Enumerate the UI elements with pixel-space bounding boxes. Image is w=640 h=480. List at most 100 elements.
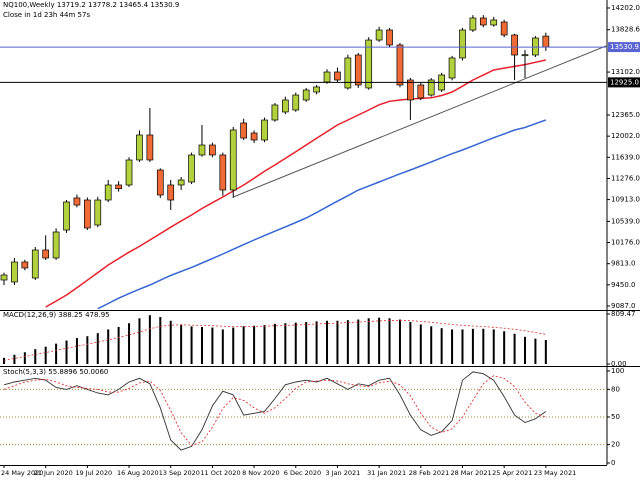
y-tick-label: 12365.0 <box>611 111 640 119</box>
candle-body <box>386 29 393 46</box>
x-tick-label: 11 Oct 2020 <box>200 469 240 477</box>
candle-body <box>31 249 39 279</box>
candle-body <box>177 179 185 186</box>
histogram-bar <box>44 346 47 365</box>
histogram-bar <box>242 326 245 365</box>
candle-body <box>73 197 81 206</box>
candle-body <box>344 57 352 89</box>
x-tick-label: 31 Jan 2021 <box>367 469 406 477</box>
candle-body <box>21 261 29 269</box>
price-tag-label: 12925.0 <box>610 78 639 86</box>
y-tick-label: 14202.0 <box>611 4 640 12</box>
candle-body <box>281 99 289 113</box>
candle-body <box>542 35 550 48</box>
histogram-bar <box>294 322 297 365</box>
candle-body <box>479 17 487 26</box>
candle-body <box>417 84 425 99</box>
x-tick-label: 21 Jun 2020 <box>34 469 73 477</box>
x-tick-label: 6 Dec 2020 <box>284 469 321 477</box>
histogram-bar <box>128 323 131 365</box>
y-tick-label: 50 <box>611 413 620 421</box>
candle-body <box>396 44 404 86</box>
candle-body <box>469 17 477 31</box>
histogram-bar <box>451 329 454 365</box>
signal-line <box>3 319 546 361</box>
histogram-bar <box>430 326 433 365</box>
histogram-bar <box>357 319 360 365</box>
candle-body <box>365 39 373 89</box>
candle-body <box>115 184 122 190</box>
histogram-bar <box>544 340 547 365</box>
candle-body <box>94 199 102 226</box>
x-tick-label: 8 Nov 2020 <box>242 469 280 477</box>
histogram-bar <box>75 338 78 365</box>
x-tick-label: 24 May 2020 <box>1 469 43 477</box>
x-tick-label: 28 Mar 2021 <box>450 469 491 477</box>
y-tick-label: 13102.0 <box>611 68 640 76</box>
candle-body <box>198 144 206 156</box>
y-tick-label: 10913.0 <box>611 196 640 204</box>
candle-body <box>511 34 518 56</box>
candle-body <box>11 261 18 283</box>
histogram-bar <box>326 320 329 365</box>
histogram-bar <box>253 325 256 365</box>
chart-title: NQ100,Weekly 13719.2 13778.2 13465.4 135… <box>3 1 179 9</box>
candle-body <box>125 159 133 186</box>
y-tick-label: 0 <box>611 459 615 467</box>
candle-body <box>459 29 466 59</box>
histogram-bar <box>107 329 110 365</box>
moving-average <box>97 119 547 310</box>
trend-line <box>233 44 607 198</box>
candle-body <box>292 94 300 111</box>
price-tag <box>608 77 640 88</box>
histogram-bar <box>503 331 506 365</box>
candle-body <box>240 122 248 139</box>
histogram-bar <box>534 338 537 365</box>
histogram-bar <box>409 322 412 365</box>
y-tick-label: 20 <box>611 441 620 449</box>
candle-body <box>250 132 258 141</box>
candle-body <box>427 79 435 96</box>
candle-body <box>302 89 310 101</box>
y-tick-label: 809.47 <box>611 310 636 318</box>
y-tick-label: 10539.0 <box>611 217 640 225</box>
histogram-bar <box>148 315 151 365</box>
candle-body <box>354 54 362 86</box>
price-tag-label: 13530.9 <box>610 43 639 51</box>
x-tick-label: 16 Aug 2020 <box>117 469 159 477</box>
histogram-bar <box>211 327 214 365</box>
candle-body <box>532 37 539 56</box>
price-tag <box>608 42 640 53</box>
candle-body <box>167 184 175 201</box>
x-tick-label: 23 May 2021 <box>534 469 576 477</box>
candle-body <box>323 71 331 83</box>
histogram-bar <box>34 349 37 365</box>
candle-body <box>229 129 237 191</box>
candle-body <box>84 199 91 229</box>
candle-body <box>209 144 216 156</box>
y-tick-label: 80 <box>611 385 620 393</box>
histogram-bar <box>524 336 526 365</box>
histogram-bar <box>86 336 89 365</box>
y-tick-label: 12002.0 <box>611 132 640 140</box>
histogram-bar <box>200 326 203 365</box>
histogram-bar <box>336 320 339 365</box>
histogram-bar <box>232 327 235 365</box>
histogram-bar <box>461 329 464 365</box>
macd-title: MACD(12,26,9) 388.25 478.95 <box>3 311 110 319</box>
candle-body <box>188 154 195 183</box>
y-tick-label: 9450.0 <box>611 281 636 289</box>
y-tick-label: 0.00 <box>611 360 627 368</box>
histogram-bar <box>346 320 349 365</box>
histogram-bar <box>55 343 58 365</box>
histogram-bar <box>138 318 141 365</box>
candle-body <box>448 57 456 79</box>
histogram-bar <box>378 317 381 365</box>
y-tick-label: 13828.6 <box>611 26 640 34</box>
histogram-bar <box>398 319 401 365</box>
stoch-line <box>3 371 547 451</box>
moving-average <box>45 59 546 308</box>
candle-body <box>261 119 268 141</box>
candle-body <box>0 274 8 281</box>
